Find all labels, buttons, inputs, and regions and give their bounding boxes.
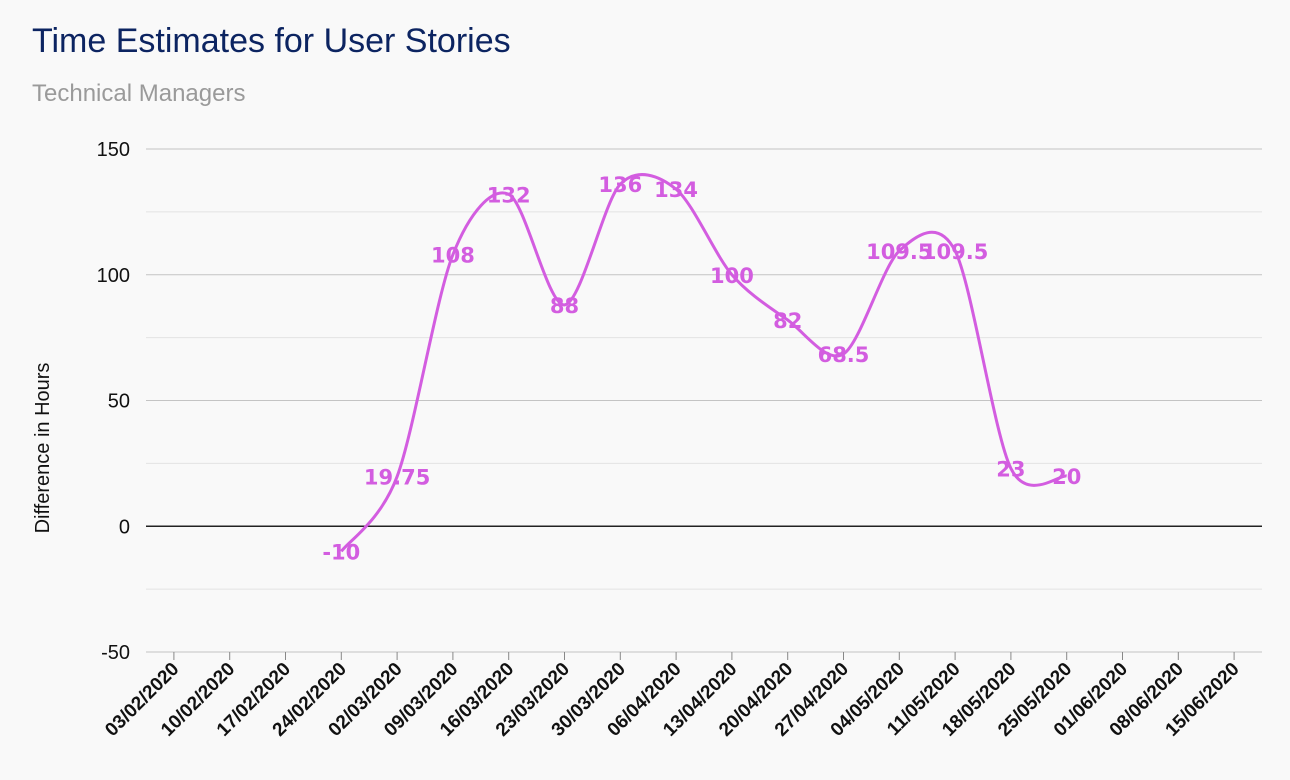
data-label: 20 [1052,465,1081,489]
gridlines [146,148,1262,653]
y-tick-label: -50 [101,642,130,664]
data-label: 23 [996,457,1025,481]
y-axis-title: Difference in Hours [32,363,54,534]
axes: -5005010015003/02/202010/02/202017/02/20… [97,139,1262,741]
data-label: 68.5 [818,343,870,367]
series-layer [340,173,1067,553]
y-tick-label: 150 [97,139,130,161]
data-label: 132 [487,183,531,207]
data-label: 136 [598,173,642,197]
data-label: 19.75 [364,466,430,490]
data-label: 134 [654,178,698,202]
y-tick-label: 50 [108,391,130,413]
y-tick-label: 100 [97,265,130,287]
data-label: 82 [773,309,802,333]
data-label: -10 [322,540,360,564]
chart-title: Time Estimates for User Stories [32,22,511,60]
data-label: 109.5 [866,240,932,264]
data-label: 100 [710,264,754,288]
series-line [340,173,1067,553]
chart-subtitle: Technical Managers [32,80,246,107]
data-labels: -10 19.75 108 132 88 136 134 100 82 68.5 109.5109.… [322,173,1081,564]
data-label: 109.5 [922,240,988,264]
y-tick-label: 0 [119,516,130,538]
data-label: 108 [431,244,475,268]
data-label: 88 [550,294,579,318]
